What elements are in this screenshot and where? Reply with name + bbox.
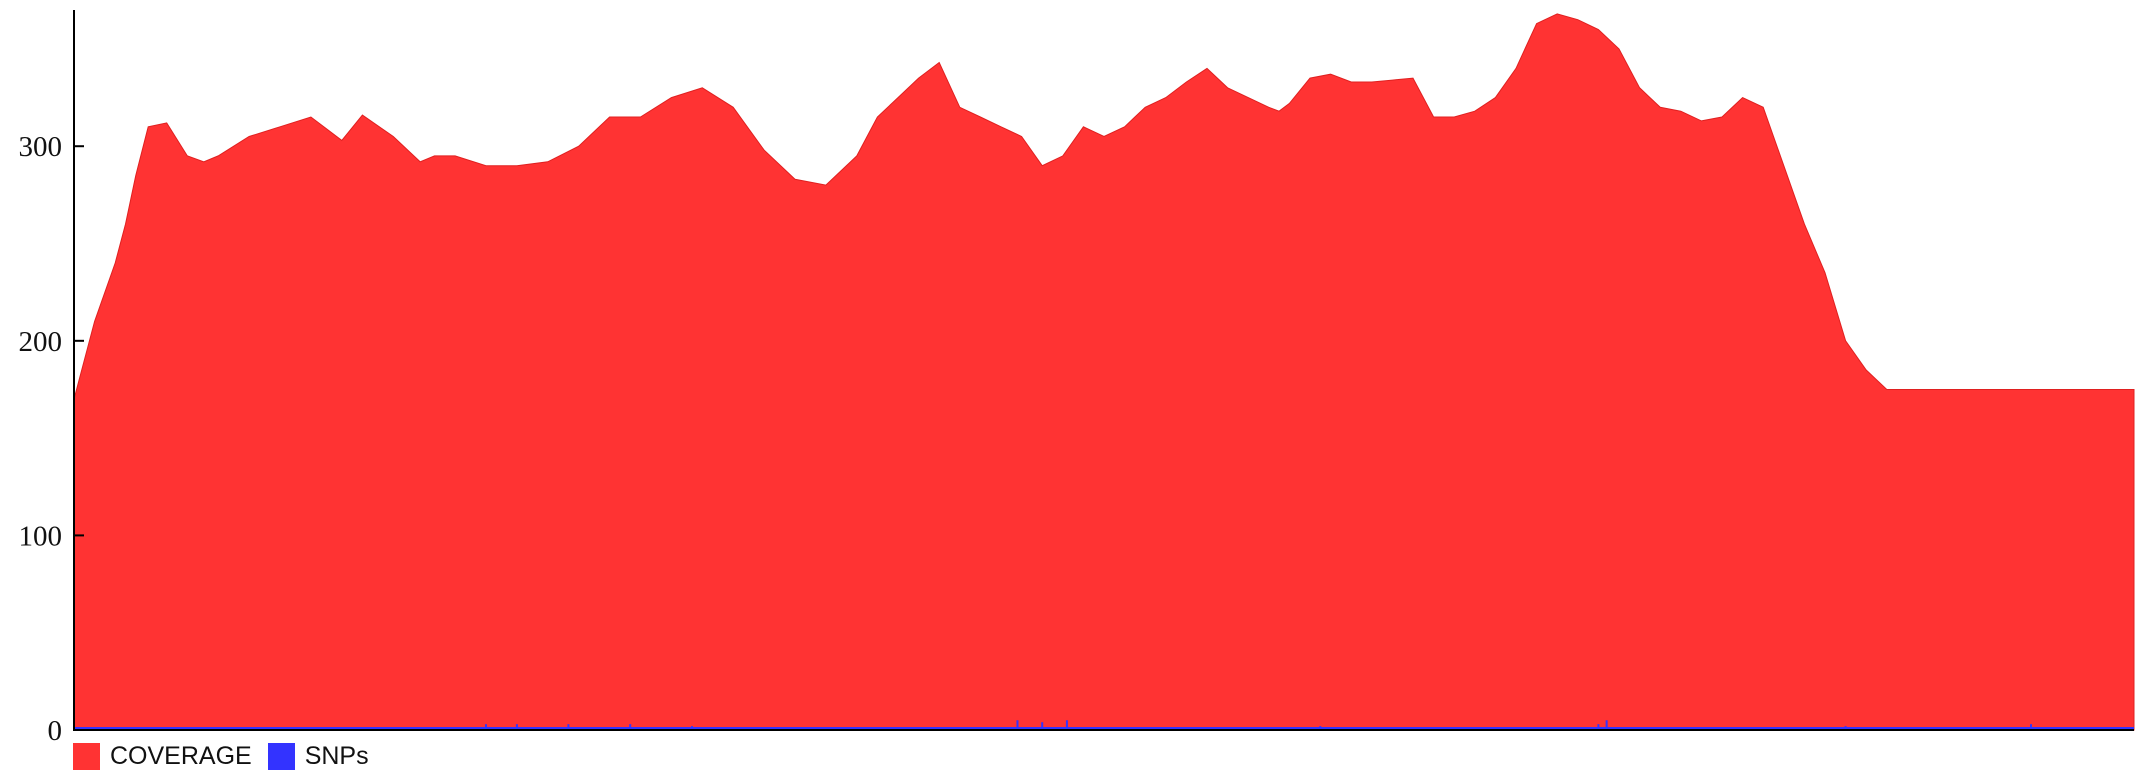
legend-item-snps: SNPs [267, 741, 369, 771]
legend-label-coverage: COVERAGE [110, 741, 252, 770]
y-tick-label: 300 [19, 131, 63, 163]
legend: COVERAGE SNPs [73, 740, 385, 772]
coverage-swatch-icon [73, 742, 100, 770]
coverage-area [73, 13, 2135, 731]
y-tick-label: 200 [19, 326, 63, 358]
y-tick-label: 100 [19, 520, 63, 552]
y-tick-label: 0 [48, 715, 63, 747]
coverage-area-layer [73, 13, 2135, 731]
legend-item-coverage: COVERAGE [73, 742, 252, 771]
legend-label-snps: SNPs [304, 741, 369, 770]
axes-layer: 0 100 200 300 [19, 10, 2134, 747]
snps-swatch-icon [267, 742, 295, 770]
